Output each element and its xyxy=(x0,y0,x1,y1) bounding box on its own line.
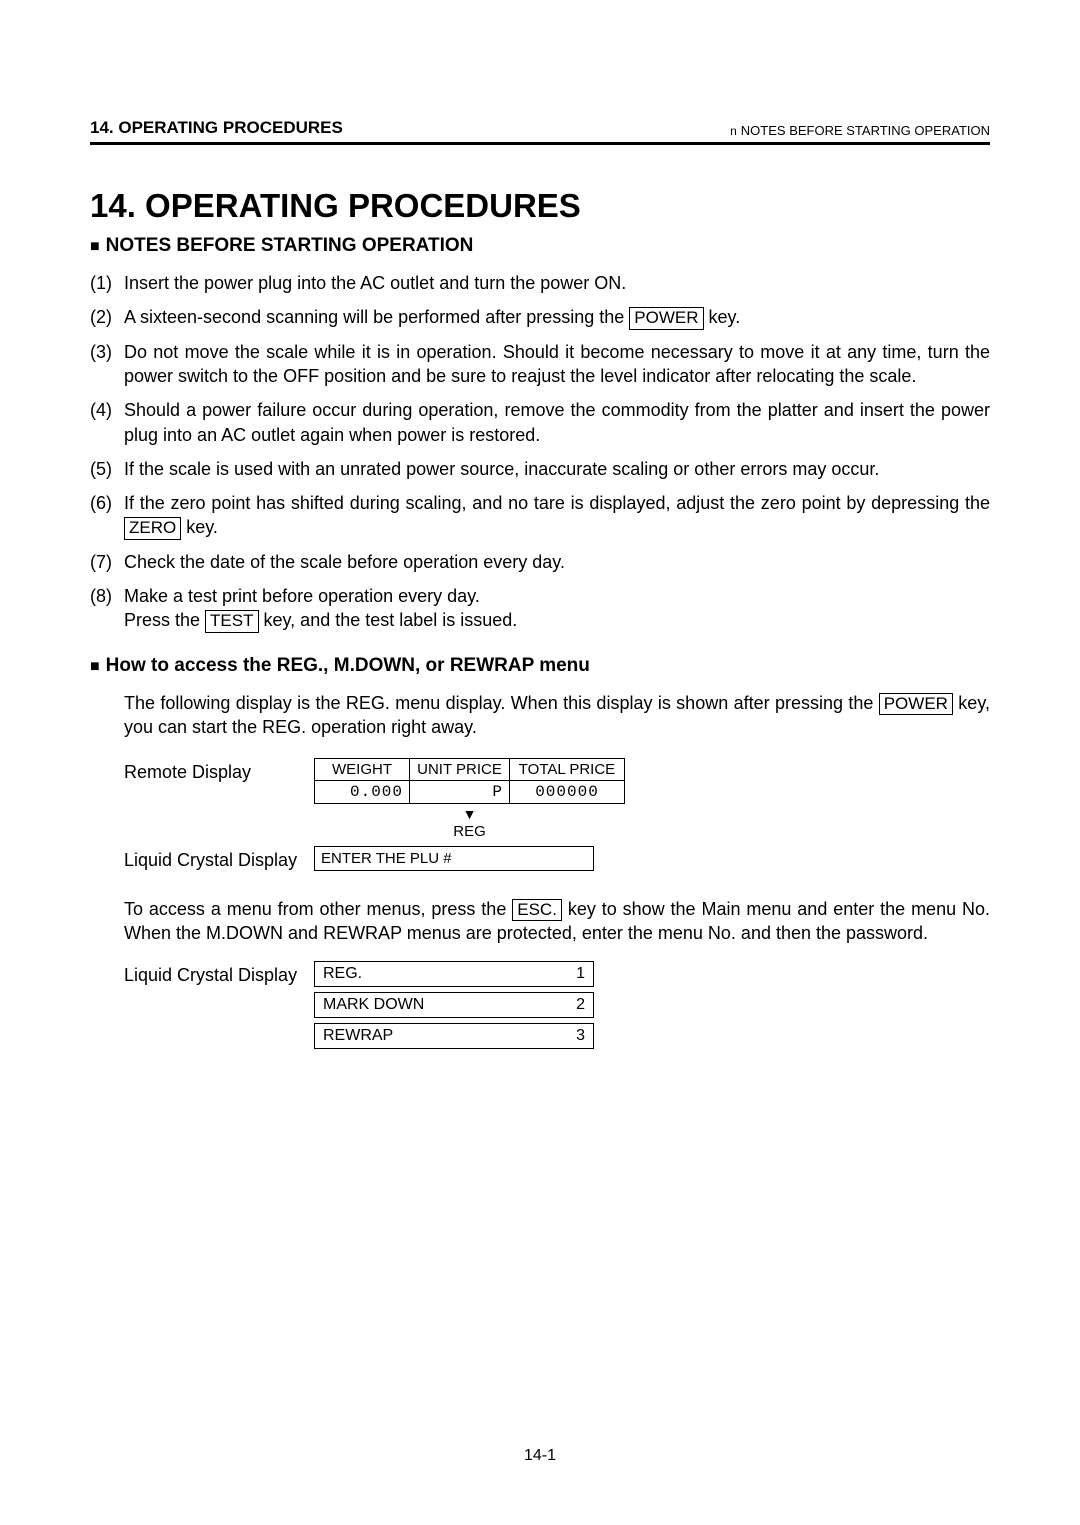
paragraph-1: The following display is the REG. menu d… xyxy=(124,691,990,740)
note-text-span: If the scale is used with an unrated pow… xyxy=(124,459,879,479)
note-text: Check the date of the scale before opera… xyxy=(124,550,990,574)
remote-header-weight: WEIGHT xyxy=(315,758,410,780)
remote-display-table: WEIGHT UNIT PRICE TOTAL PRICE 0.000 P 00… xyxy=(314,758,625,804)
lcd-label-1: Liquid Crystal Display xyxy=(124,846,314,871)
para1-pre: The following display is the REG. menu d… xyxy=(124,693,879,713)
remote-value-totalprice: 000000 xyxy=(510,780,625,803)
note-number: (7) xyxy=(90,550,124,574)
header-right-text: NOTES BEFORE STARTING OPERATION xyxy=(741,123,990,138)
note-number: (3) xyxy=(90,340,124,389)
lcd-box: ENTER THE PLU # xyxy=(314,846,594,871)
menu-item-label: REG. xyxy=(323,965,362,983)
note-number: (4) xyxy=(90,398,124,447)
menu-item-label: MARK DOWN xyxy=(323,996,424,1014)
header-right-prefix: n xyxy=(730,124,737,138)
note-item: (1)Insert the power plug into the AC out… xyxy=(90,271,990,295)
para2-pre: To access a menu from other menus, press… xyxy=(124,899,512,919)
square-bullet-icon: ■ xyxy=(90,238,100,255)
section2-title: ■ How to access the REG., M.DOWN, or REWR… xyxy=(90,655,990,677)
power-key-label: POWER xyxy=(629,307,703,329)
page-header: 14. OPERATING PROCEDURES n NOTES BEFORE S… xyxy=(90,118,990,145)
note-text-span: Press the xyxy=(124,610,205,630)
menu-item: REG. 1 xyxy=(314,961,594,987)
remote-display-block: Remote Display WEIGHT UNIT PRICE TOTAL P… xyxy=(124,758,990,871)
down-arrow-icon: ▼ xyxy=(463,806,477,822)
section2-title-text: How to access the REG., M.DOWN, or REWRA… xyxy=(106,655,590,676)
note-number: (2) xyxy=(90,305,124,329)
note-item: (5)If the scale is used with an unrated … xyxy=(90,457,990,481)
remote-value-unitprice: P xyxy=(410,780,510,803)
note-item: (2)A sixteen-second scanning will be per… xyxy=(90,305,990,329)
note-text-post: key, and the test label is issued. xyxy=(259,610,518,630)
note-text-span: Should a power failure occur during oper… xyxy=(124,400,990,444)
header-right: n NOTES BEFORE STARTING OPERATION xyxy=(730,123,990,138)
menu-item-num: 2 xyxy=(576,996,585,1014)
note-item: (7)Check the date of the scale before op… xyxy=(90,550,990,574)
note-text-span: If the zero point has shifted during sca… xyxy=(124,493,990,513)
note-text-post: key. xyxy=(704,307,741,327)
menu-item: MARK DOWN 2 xyxy=(314,992,594,1018)
note-text: Make a test print before operation every… xyxy=(124,584,990,633)
remote-display-wrap: WEIGHT UNIT PRICE TOTAL PRICE 0.000 P 00… xyxy=(314,758,625,840)
zero-key-label: ZERO xyxy=(124,517,181,539)
note-text-span: Check the date of the scale before opera… xyxy=(124,552,565,572)
test-key-label: TEST xyxy=(205,610,258,632)
section1-title-text: NOTES BEFORE STARTING OPERATION xyxy=(106,235,474,256)
header-left: 14. OPERATING PROCEDURES xyxy=(90,118,343,138)
menu-display-block: Liquid Crystal Display REG. 1 MARK DOWN … xyxy=(124,961,990,1054)
note-text: If the scale is used with an unrated pow… xyxy=(124,457,990,481)
remote-display-label: Remote Display xyxy=(124,758,314,783)
reg-row: ▼ REG xyxy=(314,806,625,840)
menu-item-label: REWRAP xyxy=(323,1027,393,1045)
menu-item-num: 3 xyxy=(576,1027,585,1045)
paragraph-2: To access a menu from other menus, press… xyxy=(124,897,990,946)
lcd-label-2: Liquid Crystal Display xyxy=(124,961,314,986)
square-bullet-icon: ■ xyxy=(90,658,100,675)
note-text-post: key. xyxy=(181,517,218,537)
note-text: If the zero point has shifted during sca… xyxy=(124,491,990,540)
power-key-label: POWER xyxy=(879,693,953,715)
menu-list: REG. 1 MARK DOWN 2 REWRAP 3 xyxy=(314,961,594,1054)
note-text: Insert the power plug into the AC outlet… xyxy=(124,271,990,295)
remote-value-weight: 0.000 xyxy=(315,780,410,803)
note-text: Should a power failure occur during oper… xyxy=(124,398,990,447)
note-item: (6)If the zero point has shifted during … xyxy=(90,491,990,540)
remote-header-totalprice: TOTAL PRICE xyxy=(510,758,625,780)
remote-header-unitprice: UNIT PRICE xyxy=(410,758,510,780)
menu-item-num: 1 xyxy=(576,965,585,983)
note-text: A sixteen-second scanning will be perfor… xyxy=(124,305,990,329)
note-number: (6) xyxy=(90,491,124,540)
menu-item: REWRAP 3 xyxy=(314,1023,594,1049)
page-number: 14-1 xyxy=(0,1447,1080,1465)
chapter-title: 14. OPERATING PROCEDURES xyxy=(90,187,990,225)
note-number: (5) xyxy=(90,457,124,481)
note-text-span: A sixteen-second scanning will be perfor… xyxy=(124,307,629,327)
note-item: (4)Should a power failure occur during o… xyxy=(90,398,990,447)
reg-label: REG xyxy=(453,823,486,840)
note-number: (1) xyxy=(90,271,124,295)
page: 14. OPERATING PROCEDURES n NOTES BEFORE S… xyxy=(0,0,1080,1525)
note-item: (3)Do not move the scale while it is in … xyxy=(90,340,990,389)
section1-title: ■ NOTES BEFORE STARTING OPERATION xyxy=(90,235,990,257)
note-text: Do not move the scale while it is in ope… xyxy=(124,340,990,389)
notes-list: (1)Insert the power plug into the AC out… xyxy=(90,271,990,633)
note-text-span: Make a test print before operation every… xyxy=(124,586,480,606)
note-number: (8) xyxy=(90,584,124,633)
note-item: (8)Make a test print before operation ev… xyxy=(90,584,990,633)
note-text-span: Do not move the scale while it is in ope… xyxy=(124,342,990,386)
note-text-span: Insert the power plug into the AC outlet… xyxy=(124,273,626,293)
esc-key-label: ESC. xyxy=(512,899,562,921)
